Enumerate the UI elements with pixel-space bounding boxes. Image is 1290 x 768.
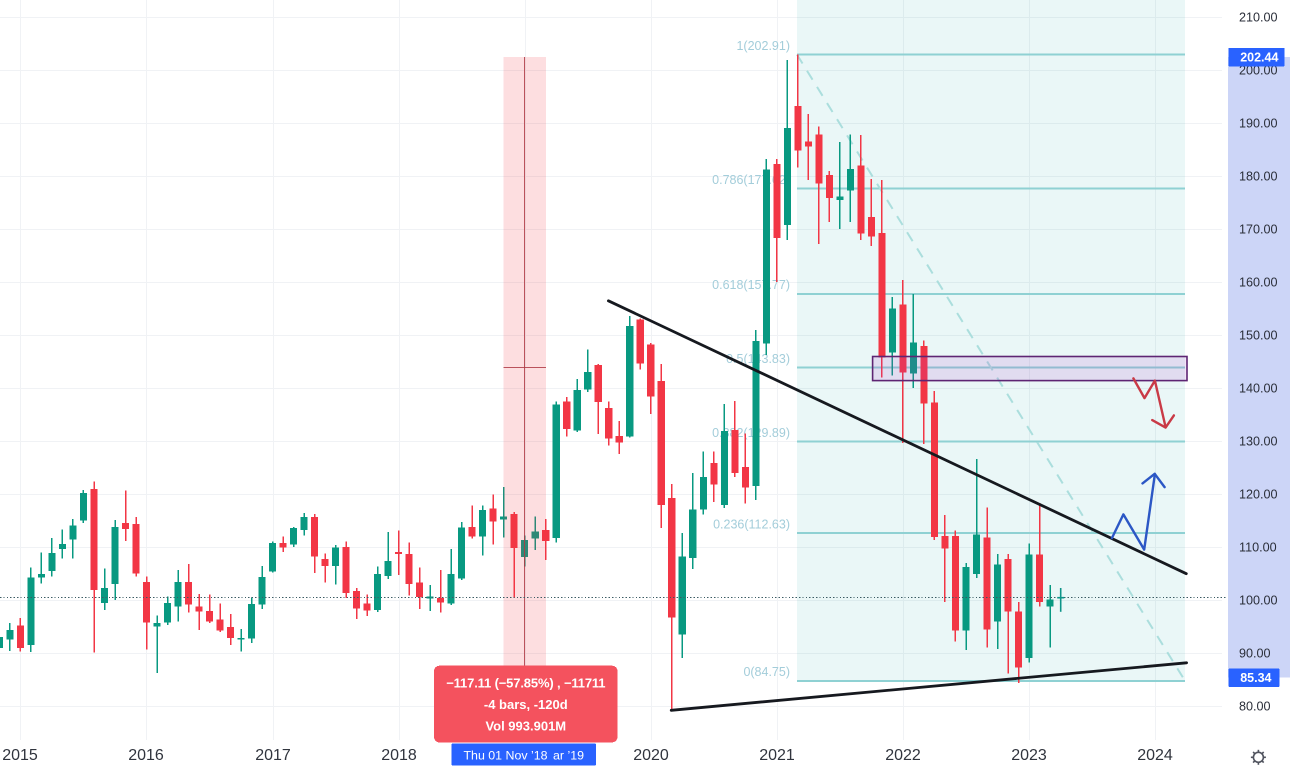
svg-text:-4 bars, -120d: -4 bars, -120d bbox=[484, 697, 568, 712]
svg-text:0.236(112.63): 0.236(112.63) bbox=[713, 517, 790, 531]
svg-text:160.00: 160.00 bbox=[1239, 276, 1278, 290]
svg-text:0.786(177.62): 0.786(177.62) bbox=[712, 173, 790, 187]
svg-text:Thu 01 Nov ’18: Thu 01 Nov ’18 bbox=[463, 749, 547, 763]
svg-text:−117.11 (−57.85%) , −11711: −117.11 (−57.85%) , −11711 bbox=[446, 676, 605, 691]
svg-text:202.44: 202.44 bbox=[1240, 51, 1278, 65]
svg-text:2022: 2022 bbox=[885, 747, 921, 764]
svg-text:200.00: 200.00 bbox=[1239, 64, 1278, 78]
svg-text:190.00: 190.00 bbox=[1239, 117, 1278, 131]
svg-text:110.00: 110.00 bbox=[1239, 541, 1277, 555]
svg-text:2023: 2023 bbox=[1011, 747, 1047, 764]
svg-text:2016: 2016 bbox=[128, 747, 164, 764]
svg-text:180.00: 180.00 bbox=[1239, 170, 1278, 184]
svg-text:120.00: 120.00 bbox=[1239, 488, 1278, 502]
svg-text:2015: 2015 bbox=[2, 747, 38, 764]
svg-text:Vol 993.901M: Vol 993.901M bbox=[485, 718, 566, 733]
svg-text:1(202.91): 1(202.91) bbox=[736, 39, 790, 53]
svg-text:100.00: 100.00 bbox=[1239, 594, 1278, 608]
svg-text:2020: 2020 bbox=[633, 747, 669, 764]
svg-text:0.618(157.77): 0.618(157.77) bbox=[712, 278, 790, 292]
svg-text:150.00: 150.00 bbox=[1239, 329, 1278, 343]
svg-text:85.34: 85.34 bbox=[1240, 671, 1271, 685]
svg-text:2017: 2017 bbox=[255, 747, 291, 764]
svg-text:130.00: 130.00 bbox=[1239, 435, 1278, 449]
svg-text:2024: 2024 bbox=[1137, 747, 1173, 764]
svg-text:140.00: 140.00 bbox=[1239, 382, 1278, 396]
svg-text:2021: 2021 bbox=[759, 747, 795, 764]
svg-text:90.00: 90.00 bbox=[1239, 647, 1271, 661]
svg-text:2018: 2018 bbox=[381, 747, 417, 764]
svg-text:210.00: 210.00 bbox=[1239, 11, 1278, 25]
svg-text:170.00: 170.00 bbox=[1239, 223, 1278, 237]
svg-text:ar ’19: ar ’19 bbox=[553, 749, 584, 763]
svg-text:0(84.75): 0(84.75) bbox=[743, 665, 790, 679]
svg-text:80.00: 80.00 bbox=[1239, 700, 1271, 714]
